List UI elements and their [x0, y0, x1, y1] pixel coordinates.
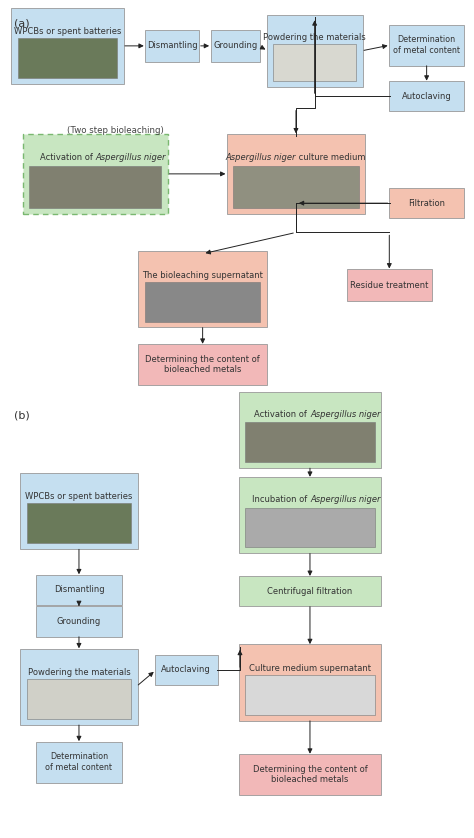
- Bar: [145, 282, 261, 322]
- Text: Determining the content of
bioleached metals: Determining the content of bioleached me…: [145, 355, 260, 375]
- Text: Determination
of metal content: Determination of metal content: [393, 35, 460, 54]
- Bar: [233, 166, 358, 208]
- Text: Filtration: Filtration: [408, 199, 445, 208]
- Text: Aspergillus niger: Aspergillus niger: [226, 153, 296, 162]
- Text: Determination
of metal content: Determination of metal content: [46, 753, 112, 772]
- FancyBboxPatch shape: [138, 251, 267, 328]
- FancyBboxPatch shape: [36, 575, 122, 605]
- Text: WPCBs or spent batteries: WPCBs or spent batteries: [25, 492, 133, 501]
- FancyBboxPatch shape: [389, 188, 464, 218]
- FancyBboxPatch shape: [238, 577, 382, 607]
- Bar: [245, 675, 375, 715]
- FancyBboxPatch shape: [238, 392, 382, 468]
- Text: Aspergillus niger: Aspergillus niger: [310, 410, 381, 419]
- Text: Centrifugal filtration: Centrifugal filtration: [267, 587, 353, 596]
- Text: Activation of: Activation of: [40, 153, 95, 162]
- Text: culture medium: culture medium: [296, 153, 365, 162]
- Text: Powdering the materials: Powdering the materials: [27, 668, 130, 677]
- Text: Aspergillus niger: Aspergillus niger: [310, 495, 381, 504]
- Text: Incubation of: Incubation of: [252, 495, 310, 504]
- Text: Dismantling: Dismantling: [147, 41, 198, 50]
- Text: (Two step bioleaching): (Two step bioleaching): [67, 126, 164, 135]
- Text: (b): (b): [14, 411, 29, 421]
- FancyBboxPatch shape: [347, 269, 431, 302]
- FancyBboxPatch shape: [145, 29, 200, 62]
- FancyBboxPatch shape: [23, 134, 168, 214]
- Bar: [27, 504, 131, 543]
- Text: WPCBs or spent batteries: WPCBs or spent batteries: [14, 27, 121, 36]
- FancyBboxPatch shape: [36, 742, 122, 783]
- Text: Determining the content of
bioleached metals: Determining the content of bioleached me…: [253, 765, 367, 784]
- Text: The bioleaching supernatant: The bioleaching supernatant: [142, 271, 263, 280]
- FancyBboxPatch shape: [210, 29, 260, 62]
- Text: Aspergillus niger: Aspergillus niger: [95, 153, 166, 162]
- Text: Grounding: Grounding: [57, 617, 101, 626]
- Text: Culture medium supernatant: Culture medium supernatant: [249, 664, 371, 673]
- Bar: [273, 44, 356, 81]
- FancyBboxPatch shape: [266, 15, 363, 87]
- Bar: [245, 508, 375, 547]
- FancyBboxPatch shape: [238, 754, 382, 795]
- Text: Autoclaving: Autoclaving: [402, 91, 452, 101]
- Text: (a): (a): [14, 18, 29, 28]
- FancyBboxPatch shape: [238, 644, 382, 721]
- FancyBboxPatch shape: [20, 473, 137, 549]
- FancyBboxPatch shape: [36, 607, 122, 637]
- Text: Dismantling: Dismantling: [54, 585, 104, 594]
- FancyBboxPatch shape: [238, 477, 382, 553]
- Bar: [27, 679, 131, 719]
- FancyBboxPatch shape: [227, 134, 365, 214]
- Text: Residue treatment: Residue treatment: [350, 281, 428, 290]
- FancyBboxPatch shape: [155, 655, 218, 685]
- Bar: [29, 166, 161, 208]
- Text: Activation of: Activation of: [255, 410, 310, 419]
- Text: Grounding: Grounding: [213, 41, 257, 50]
- Bar: [245, 422, 375, 462]
- FancyBboxPatch shape: [138, 344, 267, 385]
- FancyBboxPatch shape: [20, 649, 137, 725]
- Bar: [18, 39, 117, 78]
- Text: Autoclaving: Autoclaving: [162, 665, 211, 675]
- FancyBboxPatch shape: [389, 24, 464, 65]
- FancyBboxPatch shape: [389, 81, 464, 111]
- Text: Powdering the materials: Powdering the materials: [263, 33, 366, 42]
- FancyBboxPatch shape: [11, 8, 124, 84]
